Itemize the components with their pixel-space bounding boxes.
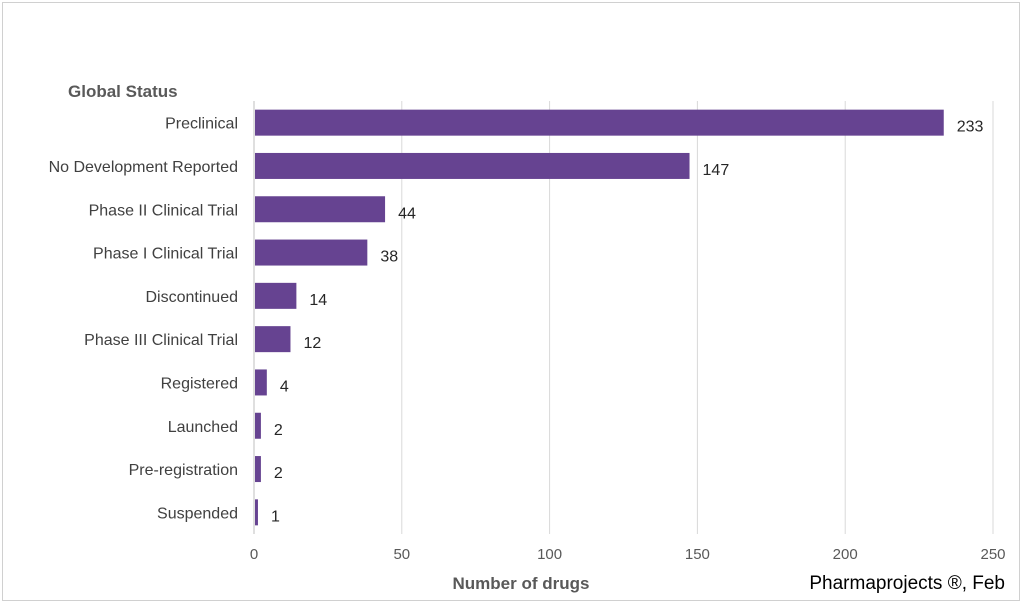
x-axis-title: Number of drugs	[453, 574, 590, 593]
category-label: Pre-registration	[129, 462, 238, 479]
bar	[255, 499, 258, 526]
category-label: Phase II Clinical Trial	[89, 202, 238, 219]
bar	[255, 109, 944, 136]
category-label: No Development Reported	[49, 159, 238, 176]
data-label: 147	[703, 162, 730, 179]
data-label: 4	[280, 378, 289, 395]
x-tick-label: 200	[833, 546, 858, 563]
bar-chart: Preclinical No Development Reported Phase …	[49, 82, 1006, 594]
data-labels: 233 147 44 38 14 12 4 2 2 1	[271, 119, 984, 526]
x-tick-label: 150	[685, 546, 710, 563]
x-tick-label: 250	[980, 546, 1005, 563]
data-label: 2	[274, 422, 283, 439]
data-label: 44	[398, 205, 416, 222]
data-label: 233	[957, 119, 984, 136]
bar	[255, 369, 267, 396]
bar	[255, 239, 368, 266]
data-label: 1	[271, 508, 280, 525]
category-label: Launched	[168, 419, 238, 436]
data-label: 12	[303, 335, 321, 352]
category-label: Phase III Clinical Trial	[84, 332, 238, 349]
bar	[255, 456, 261, 483]
bar	[255, 152, 690, 179]
bars	[255, 109, 944, 526]
x-tick-label: 50	[393, 546, 410, 563]
x-tick-label: 0	[250, 546, 258, 563]
x-tick-labels: 0 50 100 150 200 250	[250, 546, 1006, 563]
bar	[255, 282, 297, 309]
bar	[255, 196, 386, 223]
source-note: Pharmaprojects ®, Feb	[809, 573, 1005, 594]
data-label: 14	[309, 292, 327, 309]
category-label: Registered	[161, 375, 238, 392]
category-labels: Preclinical No Development Reported Phase …	[49, 116, 238, 523]
y-axis-title: Global Status	[68, 82, 178, 101]
bar	[255, 412, 261, 439]
x-tick-label: 100	[537, 546, 562, 563]
category-label: Phase I Clinical Trial	[93, 246, 238, 263]
data-label: 38	[380, 249, 398, 266]
category-label: Suspended	[157, 505, 238, 522]
category-label: Preclinical	[165, 116, 238, 133]
category-label: Discontinued	[146, 289, 239, 306]
bar	[255, 326, 291, 353]
data-label: 2	[274, 465, 283, 482]
